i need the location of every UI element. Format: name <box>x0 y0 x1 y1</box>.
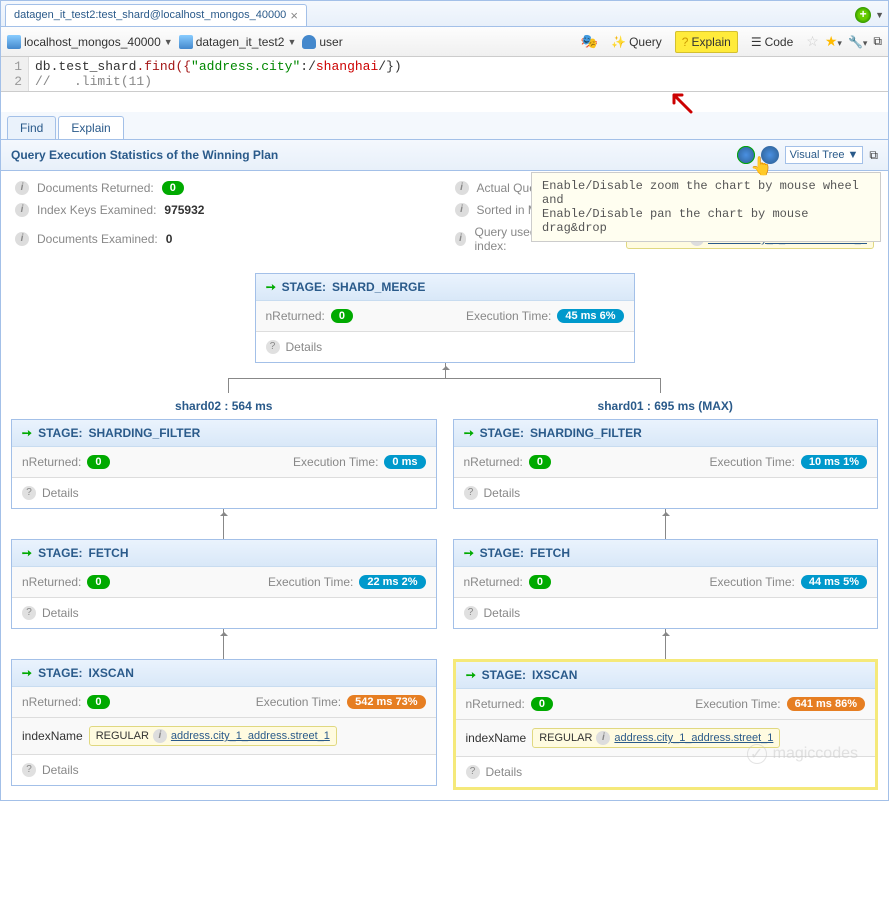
user-icon <box>302 35 316 49</box>
app-window: datagen_it_test2:test_shard@localhost_mo… <box>0 0 889 801</box>
question-icon: ? <box>682 35 689 49</box>
annotation-arrow <box>666 87 696 120</box>
tab-explain[interactable]: Explain <box>58 116 123 139</box>
info-icon: i <box>15 203 29 217</box>
popout-icon[interactable]: ⧉ <box>873 34 882 49</box>
details-toggle[interactable]: ?Details <box>454 478 878 508</box>
stage-s01-filter: ➚STAGE: SHARDING_FILTER nReturned:0Execu… <box>453 419 879 509</box>
stat-keys-examined: i Index Keys Examined: 975932 <box>15 203 435 217</box>
toolbar: localhost_mongos_40000 ▼ datagen_it_test… <box>1 27 888 57</box>
code-label: Code <box>765 35 794 49</box>
connection-tab[interactable]: datagen_it_test2:test_shard@localhost_mo… <box>5 4 307 26</box>
mask-icon[interactable]: 🎭 <box>581 33 598 50</box>
result-tabs: Find Explain <box>1 112 888 140</box>
details-toggle[interactable]: ?Details <box>454 598 878 628</box>
tab-actions: + ▼ <box>855 7 884 23</box>
dropdown-icon[interactable]: ▼ <box>875 10 884 20</box>
info-icon: i <box>455 232 467 246</box>
close-icon[interactable]: × <box>290 8 298 23</box>
chevron-down-icon: ▼ <box>287 37 296 47</box>
star-icon: ★ <box>825 33 838 49</box>
explain-label: Explain <box>691 35 730 49</box>
keys-examined-value: 975932 <box>164 203 204 217</box>
docs-examined-value: 0 <box>166 232 173 246</box>
tool-menu[interactable]: 🔧▾ <box>848 35 867 49</box>
docs-returned-value: 0 <box>162 181 184 195</box>
gutter: 12 <box>1 57 29 91</box>
tab-find[interactable]: Find <box>7 116 56 139</box>
list-icon: ☰ <box>751 35 762 49</box>
user-selector[interactable]: user <box>302 35 342 49</box>
details-toggle[interactable]: ?Details <box>12 598 436 628</box>
info-icon: i <box>15 232 29 246</box>
details-toggle[interactable]: ?Details <box>256 332 634 362</box>
server-icon <box>7 35 21 49</box>
code-editor[interactable]: 12 db.test_shard.find({"address.city":/s… <box>1 57 888 92</box>
add-icon[interactable]: + <box>855 7 871 23</box>
query-label: Query <box>629 35 662 49</box>
details-toggle[interactable]: ?Details <box>456 757 876 787</box>
code-content: db.test_shard.find({"address.city":/shan… <box>29 57 888 91</box>
plan-tree: ➚STAGE: SHARD_MERGE nReturned: 0 Executi… <box>1 263 888 800</box>
code-button[interactable]: ☰ Code <box>744 31 800 53</box>
magic-wand-icon: ✨ <box>611 35 626 49</box>
tab-title: datagen_it_test2:test_shard@localhost_mo… <box>14 9 286 21</box>
stage-s02-ixscan: ➚STAGE: IXSCAN nReturned:0Execution Time… <box>11 659 437 786</box>
info-icon: i <box>455 181 469 195</box>
tab-bar: datagen_it_test2:test_shard@localhost_mo… <box>1 1 888 27</box>
stage-s02-filter: ➚STAGE: SHARDING_FILTER nReturned:0Execu… <box>11 419 437 509</box>
details-toggle[interactable]: ?Details <box>12 478 436 508</box>
favorite-menu[interactable]: ★▾ <box>825 33 842 50</box>
cursor-icon: 👆 <box>750 156 772 177</box>
favorite-add-icon[interactable]: ☆ <box>806 33 819 50</box>
popout-icon[interactable]: ⧉ <box>869 148 878 163</box>
stage-s01-ixscan: ➚STAGE: IXSCAN nReturned:0Execution Time… <box>453 659 879 790</box>
host-selector[interactable]: localhost_mongos_40000 ▼ <box>7 35 173 49</box>
details-toggle[interactable]: ?Details <box>12 755 436 785</box>
host-label: localhost_mongos_40000 <box>24 35 161 49</box>
view-select[interactable]: Visual Tree ▼ <box>785 146 864 164</box>
info-icon: i <box>455 203 469 217</box>
user-label: user <box>319 35 342 49</box>
chevron-down-icon: ▾ <box>837 38 842 48</box>
tooltip: Enable/Disable zoom the chart by mouse w… <box>531 172 881 242</box>
stage-s01-fetch: ➚STAGE: FETCH nReturned:0Execution Time:… <box>453 539 879 629</box>
database-icon <box>179 35 193 49</box>
connector <box>11 363 878 393</box>
chevron-down-icon: ▼ <box>164 37 173 47</box>
stat-docs-examined: i Documents Examined: 0 <box>15 225 435 253</box>
stage-s02-fetch: ➚STAGE: FETCH nReturned:0Execution Time:… <box>11 539 437 629</box>
database-label: datagen_it_test2 <box>196 35 285 49</box>
database-selector[interactable]: datagen_it_test2 ▼ <box>179 35 297 49</box>
explain-button[interactable]: ? Explain <box>675 31 738 53</box>
info-icon: i <box>15 181 29 195</box>
query-button[interactable]: ✨ Query <box>604 31 669 53</box>
shard01-label: shard01 : 695 ms (MAX) <box>453 393 879 419</box>
shard02-label: shard02 : 564 ms <box>11 393 437 419</box>
stat-docs-returned: i Documents Returned: 0 <box>15 181 435 195</box>
stage-shard-merge: ➚STAGE: SHARD_MERGE nReturned: 0 Executi… <box>255 273 635 363</box>
stage-icon: ➚ <box>262 278 279 295</box>
panel-title: Query Execution Statistics of the Winnin… <box>11 148 278 162</box>
